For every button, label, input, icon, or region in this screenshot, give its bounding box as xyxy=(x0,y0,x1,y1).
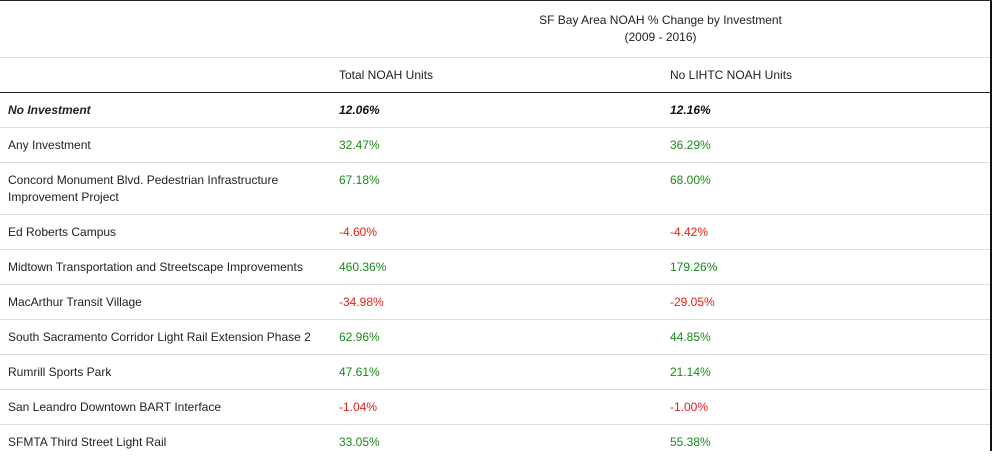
table-row: Ed Roberts Campus -4.60% -4.42% xyxy=(0,215,990,250)
table-title-line1: SF Bay Area NOAH % Change by Investment xyxy=(331,12,990,29)
column-header-row: Total NOAH Units No LIHTC NOAH Units xyxy=(0,58,990,93)
table-row: Concord Monument Blvd. Pedestrian Infras… xyxy=(0,163,990,215)
title-spacer xyxy=(0,1,331,58)
row-name: No Investment xyxy=(0,93,331,128)
cell-total: 12.06% xyxy=(331,93,662,128)
cell-no-lihtc: 21.14% xyxy=(662,355,990,390)
cell-total: 62.96% xyxy=(331,320,662,355)
table-title-line2: (2009 - 2016) xyxy=(331,29,990,46)
cell-total: 47.61% xyxy=(331,355,662,390)
row-name: South Sacramento Corridor Light Rail Ext… xyxy=(0,320,331,355)
cell-no-lihtc: 68.00% xyxy=(662,163,990,215)
column-header-no-lihtc: No LIHTC NOAH Units xyxy=(662,58,990,93)
row-name: SFMTA Third Street Light Rail xyxy=(0,425,331,459)
cell-no-lihtc: 12.16% xyxy=(662,93,990,128)
cell-no-lihtc: -29.05% xyxy=(662,285,990,320)
cell-total: 460.36% xyxy=(331,250,662,285)
table-row: MacArthur Transit Village -34.98% -29.05… xyxy=(0,285,990,320)
cell-total: 67.18% xyxy=(331,163,662,215)
cell-total: -34.98% xyxy=(331,285,662,320)
cell-no-lihtc: 36.29% xyxy=(662,128,990,163)
column-header-total: Total NOAH Units xyxy=(331,58,662,93)
cell-no-lihtc: -4.42% xyxy=(662,215,990,250)
row-name: Rumrill Sports Park xyxy=(0,355,331,390)
table-row: SFMTA Third Street Light Rail 33.05% 55.… xyxy=(0,425,990,459)
cell-no-lihtc: 55.38% xyxy=(662,425,990,459)
table-row: No Investment 12.06% 12.16% xyxy=(0,93,990,128)
row-name: San Leandro Downtown BART Interface xyxy=(0,390,331,425)
row-name: Concord Monument Blvd. Pedestrian Infras… xyxy=(0,163,331,215)
table-row: Rumrill Sports Park 47.61% 21.14% xyxy=(0,355,990,390)
cell-total: 33.05% xyxy=(331,425,662,459)
table-row: San Leandro Downtown BART Interface -1.0… xyxy=(0,390,990,425)
cell-no-lihtc: 179.26% xyxy=(662,250,990,285)
table-row: South Sacramento Corridor Light Rail Ext… xyxy=(0,320,990,355)
row-name: Ed Roberts Campus xyxy=(0,215,331,250)
cell-no-lihtc: -1.00% xyxy=(662,390,990,425)
table-row: Midtown Transportation and Streetscape I… xyxy=(0,250,990,285)
row-name: MacArthur Transit Village xyxy=(0,285,331,320)
cell-no-lihtc: 44.85% xyxy=(662,320,990,355)
cell-total: 32.47% xyxy=(331,128,662,163)
row-name: Midtown Transportation and Streetscape I… xyxy=(0,250,331,285)
table-row: Any Investment 32.47% 36.29% xyxy=(0,128,990,163)
cell-total: -1.04% xyxy=(331,390,662,425)
table-title: SF Bay Area NOAH % Change by Investment … xyxy=(331,1,990,58)
title-row: SF Bay Area NOAH % Change by Investment … xyxy=(0,1,990,58)
column-header-name xyxy=(0,58,331,93)
row-name: Any Investment xyxy=(0,128,331,163)
cell-total: -4.60% xyxy=(331,215,662,250)
